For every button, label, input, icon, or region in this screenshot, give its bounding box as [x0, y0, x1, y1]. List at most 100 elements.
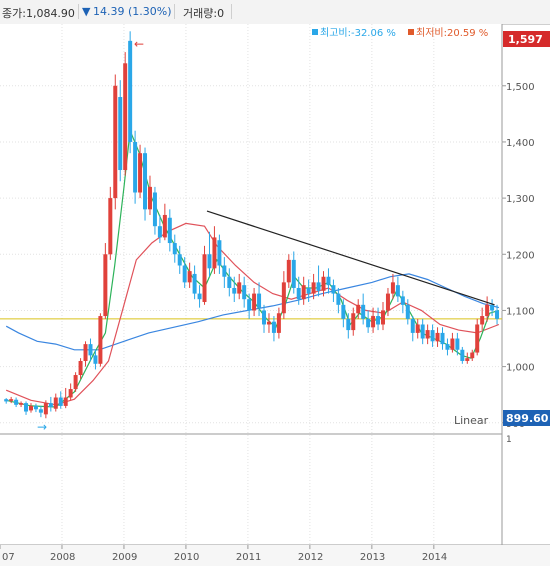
candle — [475, 318, 480, 356]
candle-body — [326, 276, 331, 286]
candle — [420, 318, 425, 345]
candle — [182, 257, 187, 288]
candle — [202, 245, 207, 305]
candle-body — [306, 287, 311, 294]
candle — [232, 276, 237, 303]
candle-body — [172, 243, 177, 255]
header-separator — [78, 4, 79, 19]
high-ratio-label: 최고비:-32.06 % — [320, 27, 396, 39]
candle — [247, 293, 252, 319]
x-axis-bar — [0, 545, 550, 566]
candle — [371, 307, 376, 333]
candle-body — [88, 344, 93, 356]
candle-body — [252, 293, 257, 311]
candle-body — [465, 358, 470, 361]
ma-long-line — [5, 273, 500, 351]
candle — [440, 327, 445, 350]
candle-body — [162, 214, 167, 238]
x-tick-label: 2011 — [236, 552, 261, 563]
candle-body — [376, 316, 381, 325]
candle — [113, 74, 118, 210]
candle-body — [257, 293, 262, 308]
candle-body — [381, 310, 386, 325]
candle — [301, 276, 306, 305]
candle — [252, 287, 257, 317]
candle-body — [138, 153, 143, 193]
candle — [445, 338, 450, 356]
candle-body — [93, 355, 98, 364]
candle — [143, 147, 148, 221]
candle — [395, 276, 400, 303]
candle — [490, 299, 495, 317]
candle-body — [128, 40, 133, 142]
candle-body — [19, 403, 24, 405]
x-tick-label: 2008 — [50, 552, 75, 563]
x-axis-ticks: 07 2008 2009 2010 2011 2012 2013 2014 — [0, 545, 447, 563]
candle-body — [24, 403, 29, 412]
candle-body — [316, 282, 321, 291]
candle-body — [48, 403, 53, 408]
candle — [24, 401, 29, 415]
x-tick-label: 2012 — [298, 552, 323, 563]
candle — [331, 279, 336, 303]
candle-body — [83, 344, 88, 361]
volume-tick-label: 1 — [506, 435, 512, 445]
ma-mid-line — [5, 222, 500, 406]
candle — [257, 282, 262, 317]
candle — [346, 313, 351, 339]
candle — [33, 403, 38, 413]
down-arrow-icon: ▼ — [82, 5, 91, 18]
candle-body — [390, 282, 395, 294]
candle-body — [152, 192, 157, 227]
x-tick-label: 07 — [2, 552, 15, 563]
scale-mode-label[interactable]: Linear — [454, 414, 489, 427]
candle-body — [133, 141, 138, 193]
candle — [480, 307, 485, 331]
candle-body — [202, 254, 207, 303]
candle-body — [123, 63, 128, 171]
candle-body — [197, 293, 202, 300]
candle-body — [262, 310, 267, 325]
x-tick-label: 2009 — [112, 552, 137, 563]
close-price-label: 종가:1,084.90 — [2, 7, 75, 20]
candle — [286, 254, 291, 288]
candle — [157, 214, 162, 244]
header-separator — [231, 4, 232, 19]
candle — [14, 397, 19, 408]
candle — [222, 257, 227, 288]
candle — [147, 175, 152, 215]
y-tick-label: 1,200 — [506, 250, 535, 261]
candle-body — [232, 287, 237, 294]
candle — [430, 324, 435, 347]
candle — [262, 304, 267, 333]
candle-body — [495, 310, 500, 319]
candle — [316, 265, 321, 297]
candle — [133, 130, 138, 204]
candle — [410, 316, 415, 342]
candle — [435, 327, 440, 347]
candle — [68, 383, 73, 401]
candle-body — [415, 324, 420, 333]
candle — [192, 265, 197, 300]
candle-body — [460, 349, 465, 361]
current-price-badge-text: 899.60 — [506, 412, 549, 425]
candle-body — [4, 399, 9, 402]
candle-body — [276, 313, 281, 333]
x-tick-label: 2010 — [174, 552, 199, 563]
candle — [296, 276, 301, 305]
candle-body — [445, 344, 450, 350]
plot-area[interactable] — [0, 24, 502, 434]
current-price-badge — [503, 410, 550, 426]
candle-body — [113, 85, 118, 199]
candle — [276, 307, 281, 339]
candle-body — [207, 254, 212, 269]
candle-body — [470, 352, 475, 359]
volume-label: 거래량:0 — [183, 7, 225, 20]
candle-body — [266, 321, 271, 325]
candle — [366, 310, 371, 333]
candle — [73, 372, 78, 392]
low-marker-arrow-icon: → — [37, 420, 47, 434]
header-separator — [174, 4, 175, 19]
